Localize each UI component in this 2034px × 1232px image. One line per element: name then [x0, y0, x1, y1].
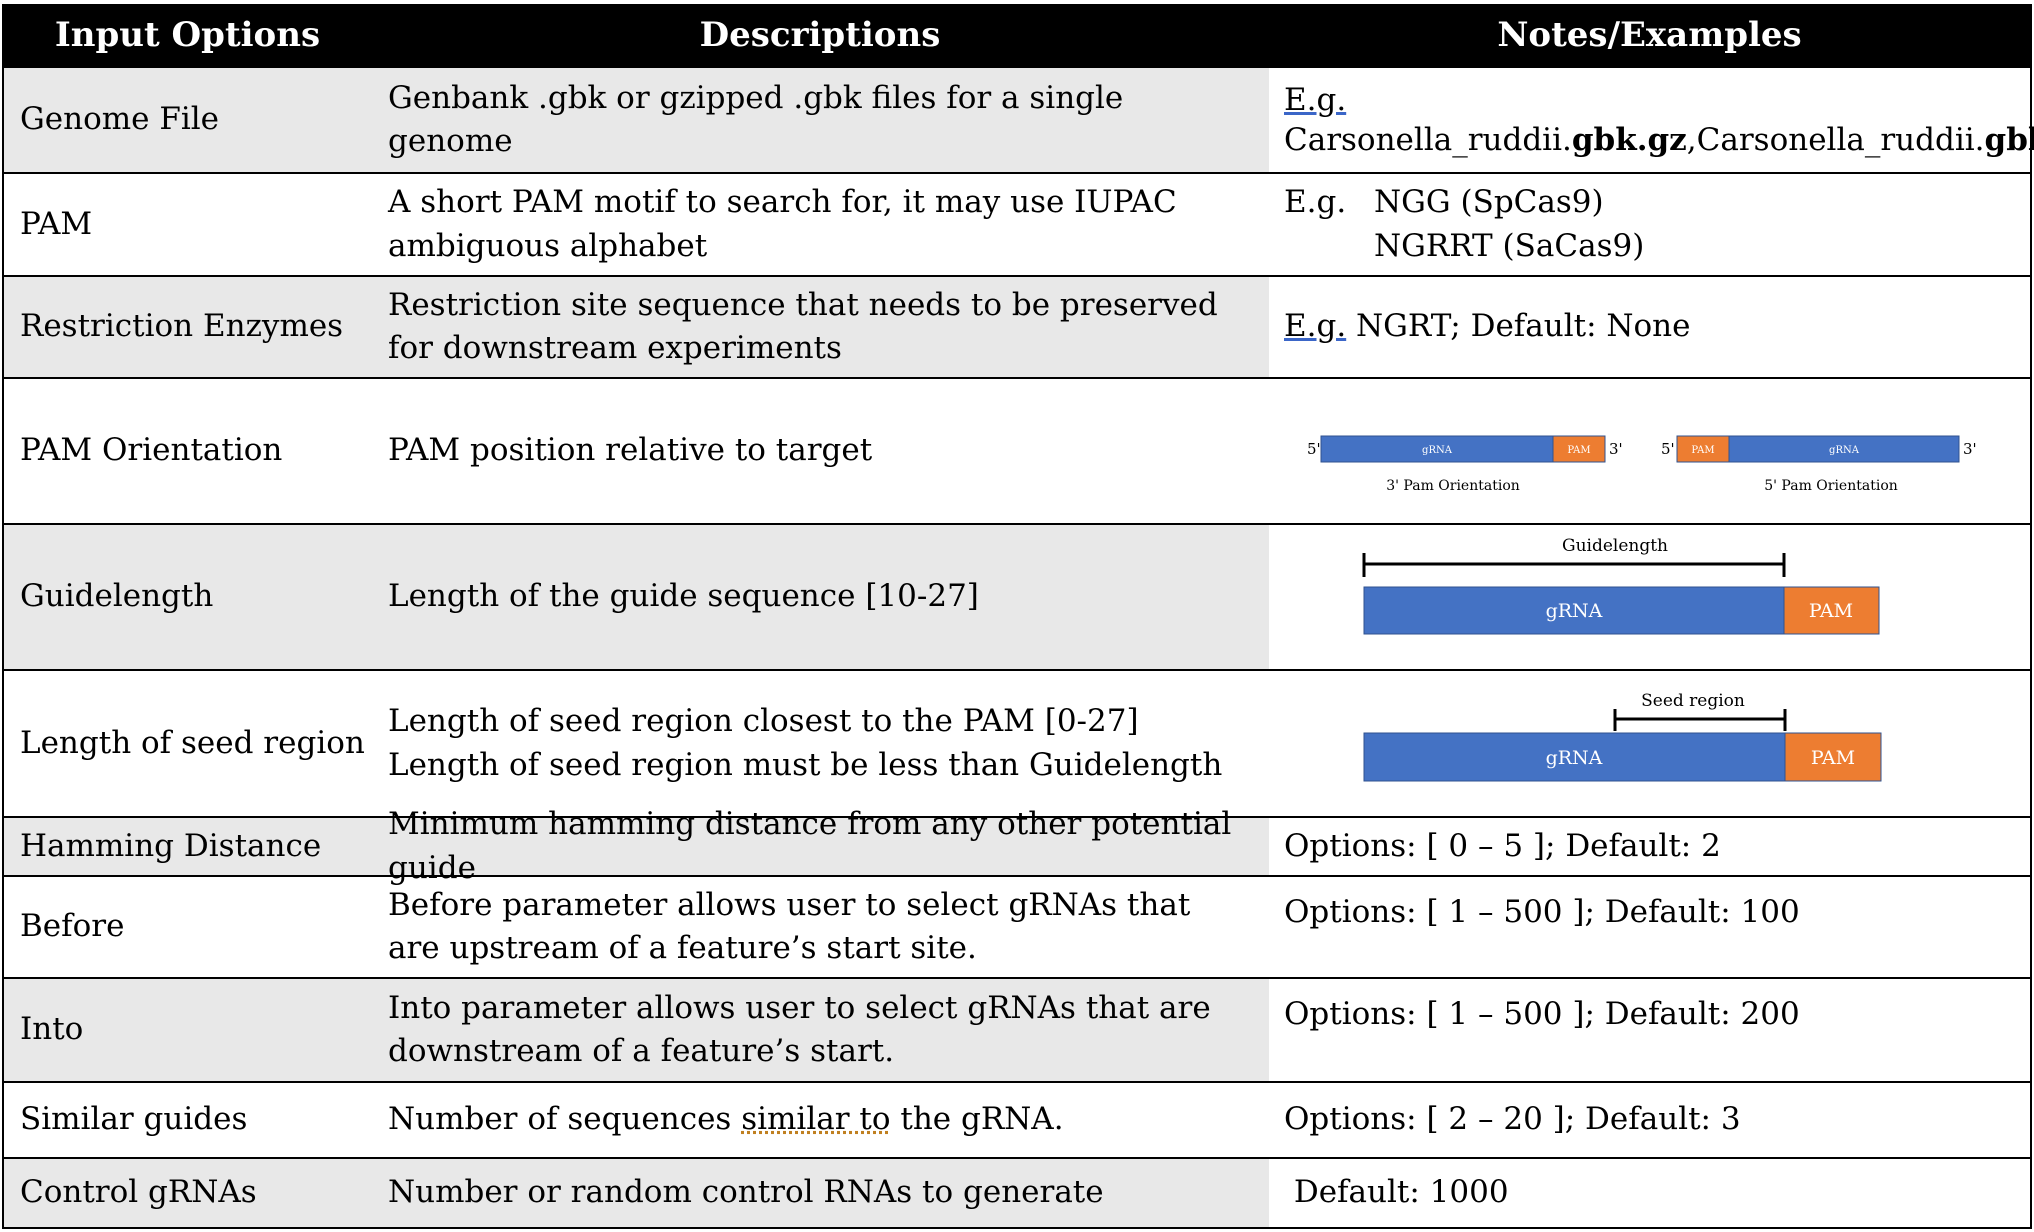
grna-label: gRNA	[1422, 445, 1453, 456]
caption-3-prime-orientation: 3' Pam Orientation	[1386, 478, 1520, 494]
pam-orientation-diagram-cell: 5' gRNA PAM 3' 3' Pam Orientation 5' PAM…	[1269, 379, 2030, 523]
note-bold: gbk	[1985, 122, 2034, 158]
eg-label: E.g.	[1284, 82, 1346, 118]
seed-region-diagram: Seed region gRNA PAM	[1269, 671, 2030, 816]
table-row: Into Into parameter allows user to selec…	[4, 979, 2030, 1083]
description-text: Restriction site sequence that needs to …	[371, 277, 1269, 377]
table-row: Length of seed region Length of seed reg…	[4, 671, 2030, 818]
description-text: Genbank .gbk or gzipped .gbk files for a…	[371, 68, 1269, 172]
note-text: Options: [ 0 – 5 ]; Default: 2	[1269, 818, 2030, 875]
note-text: Options: [ 1 – 500 ]; Default: 100	[1269, 877, 2030, 977]
option-label: Restriction Enzymes	[4, 277, 371, 377]
option-label: Guidelength	[4, 525, 371, 669]
option-label: Length of seed region	[4, 671, 371, 816]
eg-label: E.g.	[1284, 181, 1374, 224]
note-text: NGG (SpCas9)	[1374, 181, 1644, 224]
note-text: Options: [ 2 – 20 ]; Default: 3	[1269, 1083, 2030, 1157]
pam-label: PAM	[1811, 747, 1855, 769]
pam-label: PAM	[1691, 445, 1714, 456]
note-cell: E.g. NGRT; Default: None	[1269, 277, 2030, 377]
guidelength-label: Guidelength	[1562, 536, 1668, 556]
input-options-table: Input Options Descriptions Notes/Example…	[2, 4, 2032, 1229]
description-text: PAM position relative to target	[371, 379, 1269, 523]
seed-region-diagram-cell: Seed region gRNA PAM	[1269, 671, 2030, 816]
table-row: Similar guides Number of sequences simil…	[4, 1083, 2030, 1159]
note-bold: gbk.gz	[1572, 122, 1687, 158]
option-label: Control gRNAs	[4, 1159, 371, 1227]
header-descriptions: Descriptions	[371, 6, 1269, 66]
five-prime-label: 5'	[1307, 440, 1321, 458]
description-text: Length of seed region closest to the PAM…	[371, 671, 1269, 816]
option-label: Hamming Distance	[4, 818, 371, 875]
pam-orientation-diagram: 5' gRNA PAM 3' 3' Pam Orientation 5' PAM…	[1269, 379, 2030, 523]
grna-label: gRNA	[1546, 747, 1603, 769]
option-label: Similar guides	[4, 1083, 371, 1157]
guidelength-diagram-cell: Guidelength gRNA PAM	[1269, 525, 2030, 669]
table-row: PAM A short PAM motif to search for, it …	[4, 174, 2030, 277]
table-row: Before Before parameter allows user to s…	[4, 877, 2030, 979]
option-label: PAM Orientation	[4, 379, 371, 523]
note-text: ,Carsonella_ruddii.	[1687, 122, 1985, 158]
note-text: Options: [ 1 – 500 ]; Default: 200	[1269, 979, 2030, 1081]
seed-region-label: Seed region	[1641, 691, 1745, 711]
header-input-options: Input Options	[4, 6, 371, 66]
option-label: PAM	[4, 174, 371, 275]
note-text: Default: 1000	[1269, 1159, 2030, 1227]
three-prime-label: 3'	[1963, 440, 1977, 458]
table-row: Hamming Distance Minimum hamming distanc…	[4, 818, 2030, 877]
table-header-row: Input Options Descriptions Notes/Example…	[4, 6, 2030, 68]
description-text: Length of the guide sequence [10-27]	[371, 525, 1269, 669]
table-row: PAM Orientation PAM position relative to…	[4, 379, 2030, 525]
description-text: Before parameter allows user to select g…	[371, 877, 1269, 977]
description-text: Number of sequences similar to the gRNA.	[371, 1083, 1269, 1157]
note-text: Carsonella_ruddii.	[1284, 122, 1572, 158]
description-text: Number or random control RNAs to generat…	[371, 1159, 1269, 1227]
header-notes-examples: Notes/Examples	[1269, 6, 2030, 66]
note-text: NGRRT (SaCas9)	[1374, 225, 1644, 268]
note-cell: E.g. Carsonella_ruddii.gbk.gz,Carsonella…	[1269, 68, 2030, 172]
table-row: Restriction Enzymes Restriction site seq…	[4, 277, 2030, 379]
caption-5-prime-orientation: 5' Pam Orientation	[1764, 478, 1898, 494]
grna-label: gRNA	[1829, 445, 1860, 456]
pam-label: PAM	[1809, 600, 1853, 622]
guidelength-diagram: Guidelength gRNA PAM	[1269, 525, 2030, 669]
description-text: A short PAM motif to search for, it may …	[371, 174, 1269, 275]
three-prime-label: 3'	[1609, 440, 1623, 458]
spellcheck-underlined-text: similar to	[741, 1101, 890, 1137]
note-text: NGRT; Default: None	[1346, 308, 1690, 344]
option-label: Genome File	[4, 68, 371, 172]
description-text: Into parameter allows user to select gRN…	[371, 979, 1269, 1081]
eg-label: E.g.	[1284, 308, 1346, 344]
description-text: Minimum hamming distance from any other …	[371, 818, 1269, 875]
note-cell: E.g. NGG (SpCas9) NGRRT (SaCas9)	[1269, 174, 2030, 275]
five-prime-label: 5'	[1661, 440, 1675, 458]
table-row: Control gRNAs Number or random control R…	[4, 1159, 2030, 1227]
grna-label: gRNA	[1546, 600, 1603, 622]
table-row: Guidelength Length of the guide sequence…	[4, 525, 2030, 671]
table-row: Genome File Genbank .gbk or gzipped .gbk…	[4, 68, 2030, 174]
option-label: Before	[4, 877, 371, 977]
pam-label: PAM	[1567, 445, 1590, 456]
option-label: Into	[4, 979, 371, 1081]
